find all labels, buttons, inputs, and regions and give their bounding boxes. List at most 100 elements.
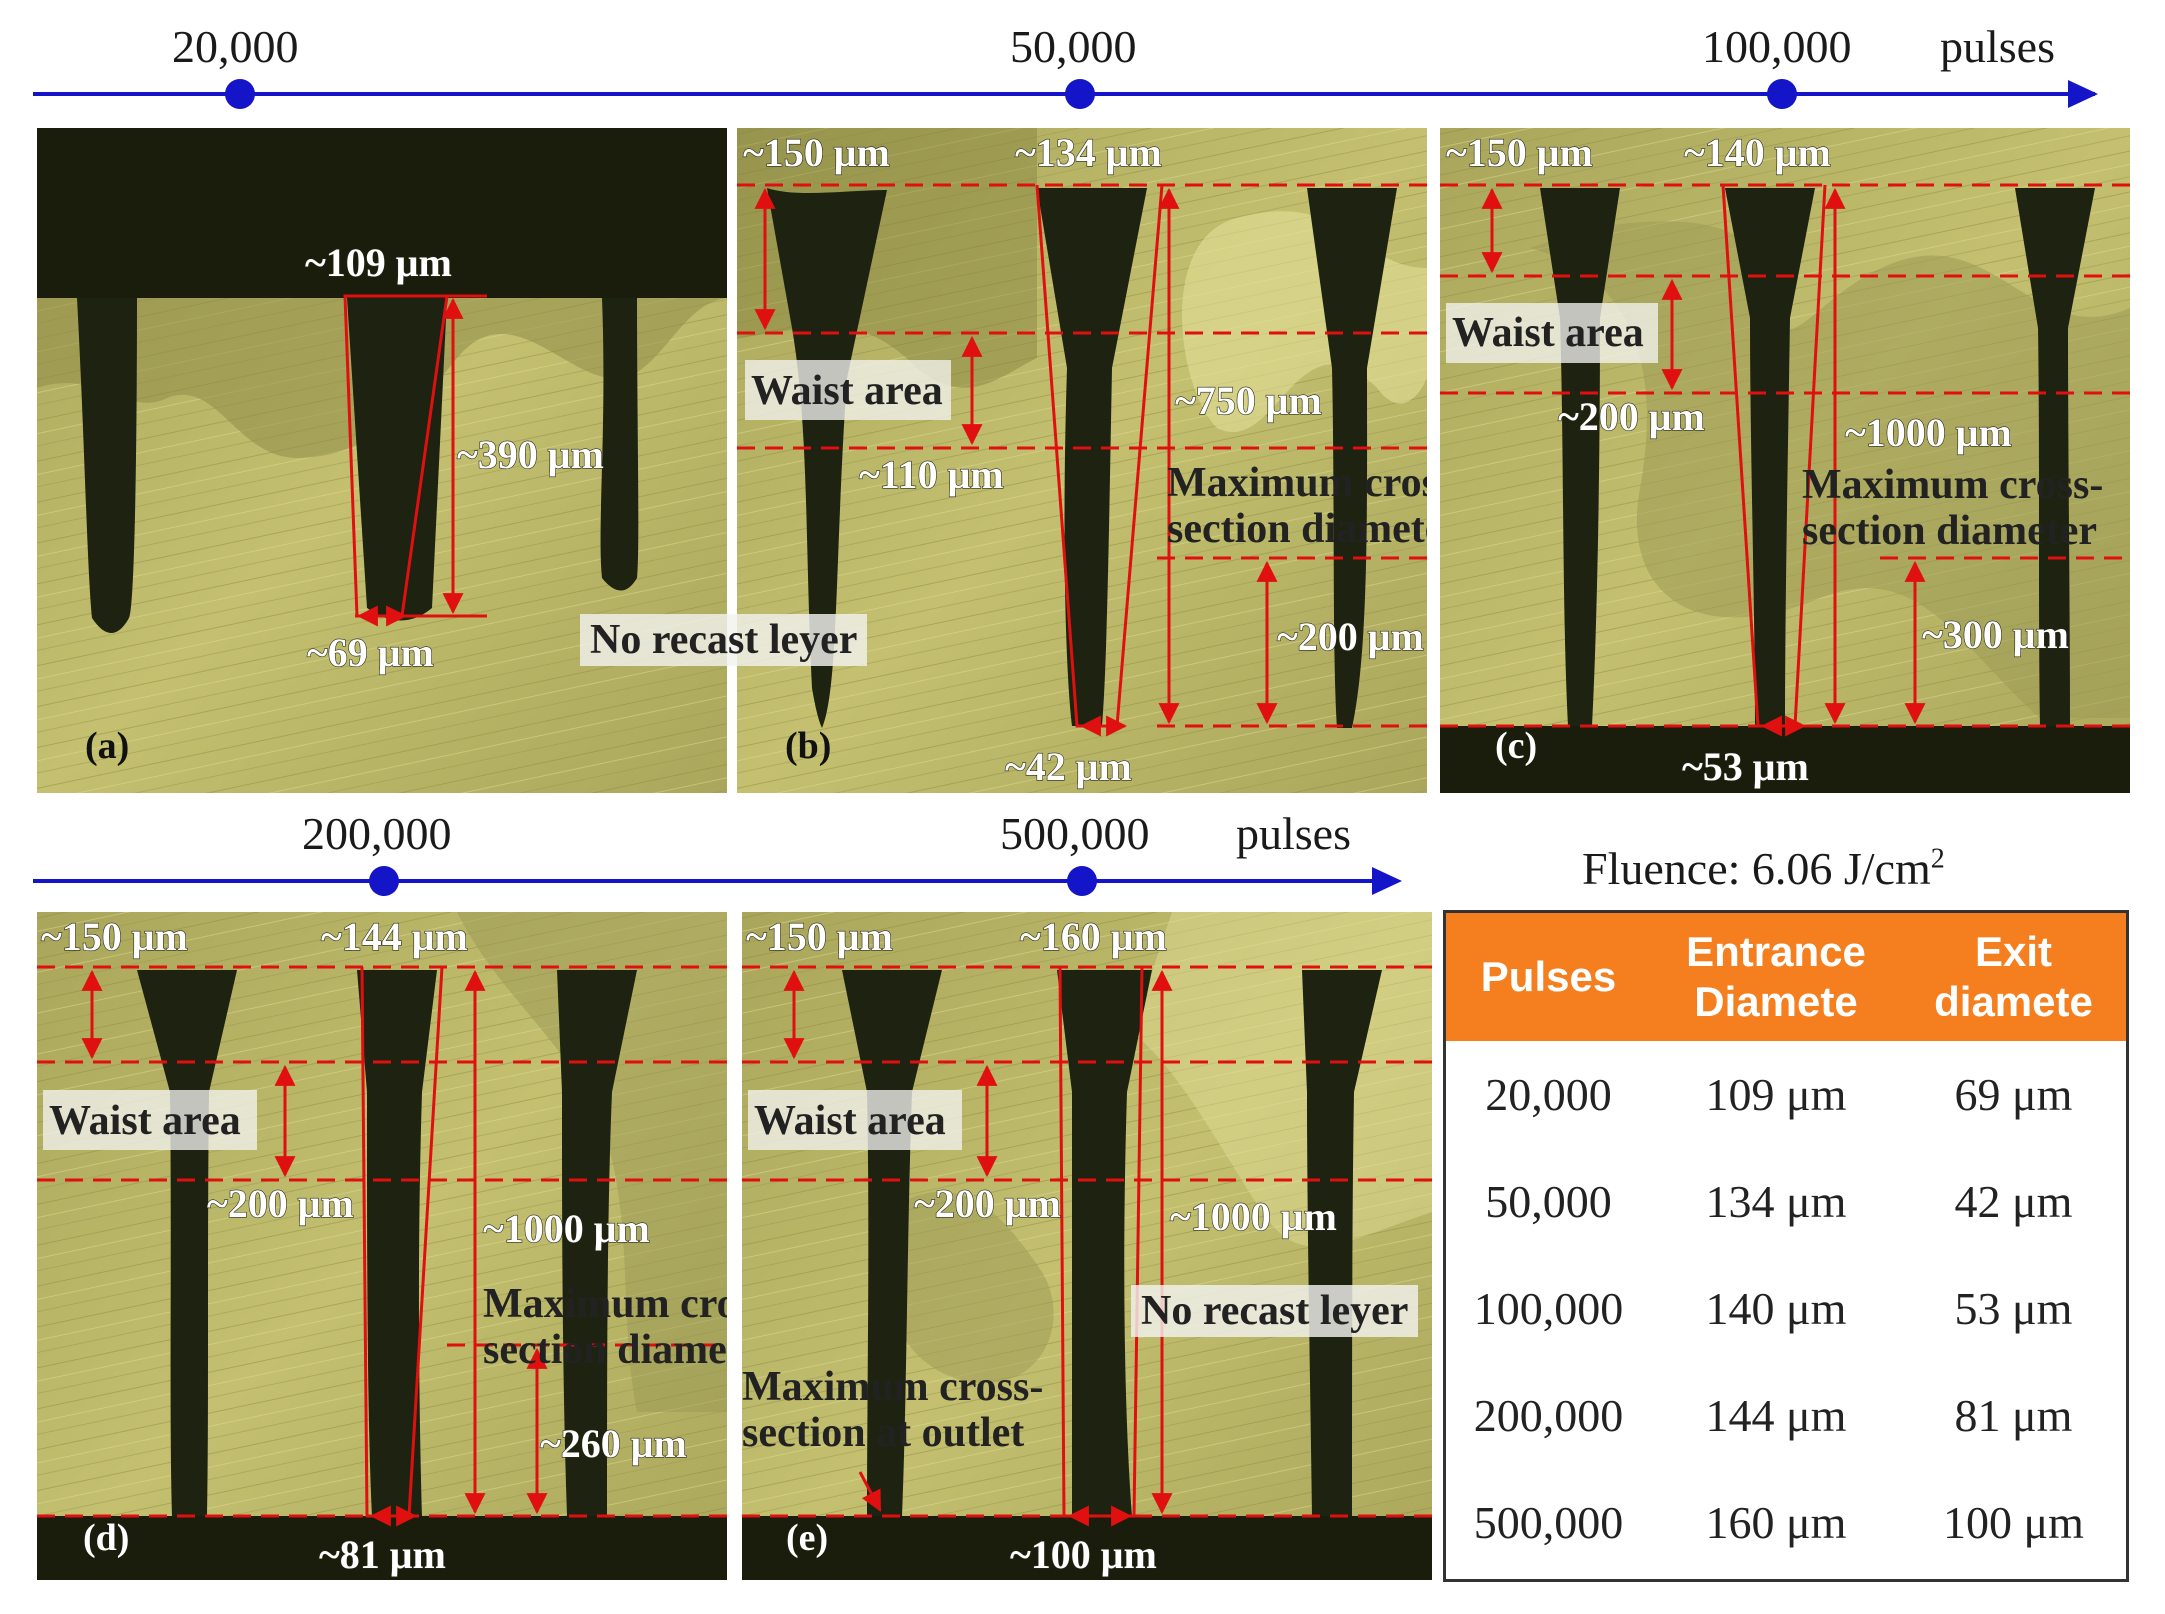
micrograph-panel-d: ~150 μm ~144 μm Waist area ~200 μm ~1000… xyxy=(37,912,727,1580)
table-cell: 134 μm xyxy=(1705,1176,1847,1227)
micro-hole xyxy=(767,188,887,728)
waist-area-label: Waist area xyxy=(751,368,943,414)
exit-label: ~53 μm xyxy=(1682,744,1809,789)
timeline-top xyxy=(33,79,2098,109)
timeline-tick-label: 50,000 xyxy=(1010,21,1137,72)
micro-hole xyxy=(1057,970,1152,1516)
panel-label: (d) xyxy=(83,1517,129,1559)
waist-area-label: Waist area xyxy=(1452,310,1644,356)
table-row: 500,000 160 μm 100 μm xyxy=(1446,1469,2126,1576)
table-row: 100,000 140 μm 53 μm xyxy=(1446,1255,2126,1362)
table-cell: 100,000 xyxy=(1473,1283,1624,1334)
waist-length-label: ~200 μm xyxy=(207,1181,354,1226)
table-cell: 69 μm xyxy=(1954,1069,2073,1120)
table-row: 20,000 109 μm 69 μm xyxy=(1446,1041,2126,1148)
table-cell: 81 μm xyxy=(1954,1390,2073,1441)
max-cross-section-label: Maximum cross-section diameter xyxy=(483,1281,727,1373)
table-header: Pulses Entrance Diamete Exit diamete xyxy=(1446,913,2126,1041)
waist-length-label: ~200 μm xyxy=(1558,394,1705,439)
surface-label: ~150 μm xyxy=(743,130,890,175)
timeline-bottom xyxy=(33,866,1402,896)
exit-label: ~69 μm xyxy=(307,630,434,675)
table-row: 50,000 134 μm 42 μm xyxy=(1446,1148,2126,1255)
micro-hole xyxy=(1302,970,1382,1516)
waist-length-label: ~110 μm xyxy=(859,452,1004,497)
fluence-label: Fluence: 6.06 J/cm2 xyxy=(1582,843,1945,894)
surface-label: ~150 μm xyxy=(41,914,188,959)
timeline-tick-label: 20,000 xyxy=(172,21,299,72)
max-length-label: ~300 μm xyxy=(1922,612,2069,657)
micrograph-panel-b: ~150 μm ~134 μm Waist area ~110 μm ~750 … xyxy=(737,128,1427,793)
table-cell: 42 μm xyxy=(1954,1176,2073,1227)
micro-hole xyxy=(347,298,447,621)
micro-hole xyxy=(137,970,237,1516)
table-header-cell: Pulses xyxy=(1480,953,1617,1000)
max-cross-section-label: Maximum cross-section diameter xyxy=(1167,460,1427,552)
timeline-dot xyxy=(369,866,399,896)
panel-label: (e) xyxy=(786,1517,828,1559)
max-length-label: ~260 μm xyxy=(540,1421,687,1466)
no-recast-label: No recast leyer xyxy=(1131,1285,1419,1337)
table-header-cell: Entrance Diamete xyxy=(1686,928,1866,1025)
timeline-dot xyxy=(1067,866,1097,896)
table-cell: 100 μm xyxy=(1943,1497,2084,1548)
entrance-label: ~140 μm xyxy=(1684,130,1831,175)
panel-label: (a) xyxy=(85,725,129,767)
table-row: 200,000 144 μm 81 μm xyxy=(1446,1362,2126,1469)
table-cell: 500,000 xyxy=(1473,1497,1624,1548)
micro-hole xyxy=(557,970,637,1516)
table-cell: 160 μm xyxy=(1705,1497,1847,1548)
micro-hole xyxy=(1307,188,1397,728)
surface-label: ~150 μm xyxy=(746,914,893,959)
panel-label: (b) xyxy=(785,725,831,767)
exit-label: ~42 μm xyxy=(1005,744,1132,789)
timeline-tick-label: 100,000 xyxy=(1702,21,1852,72)
micro-hole xyxy=(600,298,639,591)
timeline-dot xyxy=(1065,79,1095,109)
table-cell: 53 μm xyxy=(1954,1283,2073,1334)
waist-area-label: Waist area xyxy=(49,1098,241,1144)
depth-label: ~390 μm xyxy=(457,432,604,477)
table-cell: 140 μm xyxy=(1705,1283,1847,1334)
entrance-label: ~134 μm xyxy=(1015,130,1162,175)
micro-hole xyxy=(77,298,137,633)
depth-label: ~1000 μm xyxy=(1845,410,2012,455)
max-length-label: ~200 μm xyxy=(1277,614,1424,659)
timeline-dot xyxy=(1767,79,1797,109)
timeline-tick-label: 200,000 xyxy=(302,808,452,859)
micro-hole xyxy=(1540,188,1620,726)
micro-hole xyxy=(1037,188,1147,726)
waist-length-label: ~200 μm xyxy=(914,1181,1061,1226)
micro-hole xyxy=(842,970,942,1516)
max-cross-section-label: Maximum cross-section diameter xyxy=(1802,462,2103,554)
depth-label: ~1000 μm xyxy=(1170,1194,1337,1239)
micrograph-panel-c: ~150 μm ~140 μm Waist area ~200 μm ~1000… xyxy=(1440,128,2130,793)
micro-hole xyxy=(1725,188,1815,726)
micrograph-panel-a: ~109 μm ~390 μm ~69 μm (a) xyxy=(37,128,727,793)
table-cell: 200,000 xyxy=(1473,1390,1624,1441)
entrance-label: ~144 μm xyxy=(321,914,468,959)
exit-label: ~81 μm xyxy=(319,1532,446,1577)
waist-area-label: Waist area xyxy=(754,1098,946,1144)
timeline-unit: pulses xyxy=(1236,808,1351,859)
panel-label: (c) xyxy=(1495,725,1537,767)
depth-label: ~1000 μm xyxy=(483,1206,650,1251)
entrance-label: ~109 μm xyxy=(305,240,452,285)
results-table: Pulses Entrance Diamete Exit diamete 20,… xyxy=(1443,910,2129,1582)
no-recast-label: No recast leyer xyxy=(580,614,868,666)
exit-label: ~100 μm xyxy=(1010,1532,1157,1577)
entrance-label: ~160 μm xyxy=(1020,914,1167,959)
table-cell: 144 μm xyxy=(1705,1390,1847,1441)
table-cell: 20,000 xyxy=(1485,1069,1612,1120)
timeline-unit: pulses xyxy=(1940,21,2055,72)
max-cross-section-label: Maximum cross-section at outlet xyxy=(742,1364,1043,1456)
depth-label: ~750 μm xyxy=(1175,378,1322,423)
surface-label: ~150 μm xyxy=(1446,130,1593,175)
timeline-dot xyxy=(225,79,255,109)
table-cell: 109 μm xyxy=(1705,1069,1847,1120)
table-cell: 50,000 xyxy=(1485,1176,1612,1227)
micro-hole xyxy=(2015,188,2095,726)
timeline-tick-label: 500,000 xyxy=(1000,808,1150,859)
table-header-cell: Exit diamete xyxy=(1934,928,2093,1025)
micrograph-panel-e: ~150 μm ~160 μm Waist area ~200 μm ~1000… xyxy=(742,912,1432,1580)
